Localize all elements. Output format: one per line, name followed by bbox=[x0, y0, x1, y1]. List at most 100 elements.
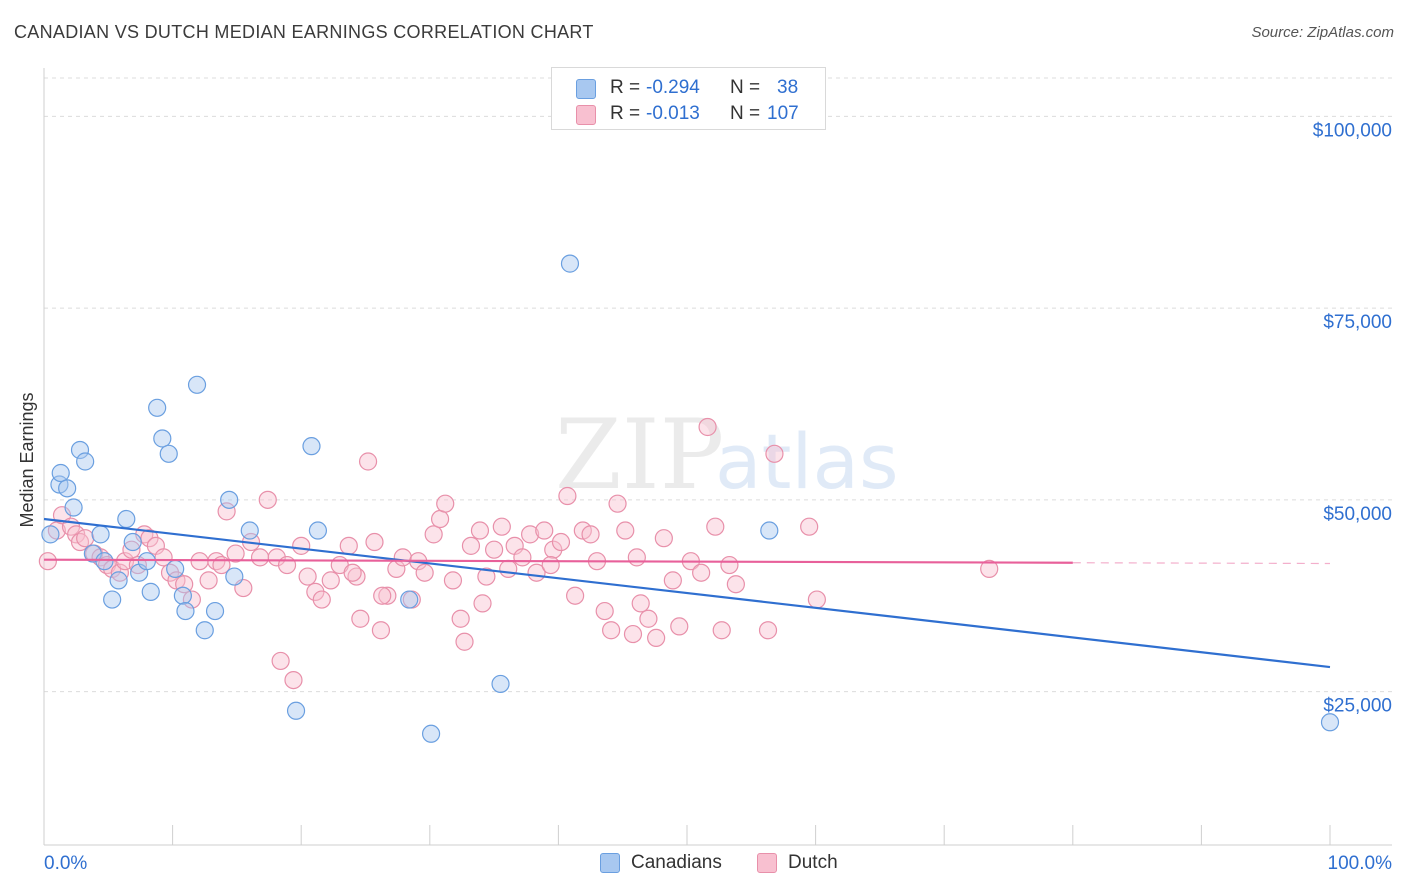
series-canadians bbox=[41, 254, 1340, 743]
data-point bbox=[91, 525, 110, 544]
data-point bbox=[602, 621, 621, 640]
data-point bbox=[351, 609, 370, 628]
data-point bbox=[371, 621, 391, 640]
data-point bbox=[173, 586, 192, 605]
trend-line-dutch bbox=[43, 558, 1073, 564]
series-dutch bbox=[38, 417, 999, 690]
data-point bbox=[726, 575, 745, 594]
watermark-zip: ZIP bbox=[555, 399, 724, 511]
dutch-swatch bbox=[576, 105, 596, 125]
data-point bbox=[639, 609, 658, 628]
data-point bbox=[491, 674, 510, 694]
data-point bbox=[292, 536, 311, 555]
data-point bbox=[123, 532, 142, 552]
data-point bbox=[298, 567, 317, 586]
data-point bbox=[141, 582, 160, 601]
trend-lines bbox=[43, 517, 1331, 669]
data-point bbox=[153, 429, 172, 448]
data-point bbox=[461, 536, 481, 555]
data-point bbox=[199, 571, 218, 590]
data-point bbox=[205, 601, 225, 621]
data-point bbox=[308, 521, 328, 540]
data-point bbox=[436, 494, 455, 513]
data-point bbox=[712, 621, 731, 640]
data-point bbox=[343, 563, 362, 582]
n-value: 38 bbox=[777, 77, 799, 98]
data-point bbox=[240, 521, 259, 540]
data-point bbox=[521, 525, 540, 544]
data-points bbox=[38, 254, 1340, 743]
data-point bbox=[595, 601, 614, 621]
data-point bbox=[195, 621, 214, 640]
n-label: N = bbox=[730, 77, 761, 98]
data-point bbox=[220, 490, 239, 509]
data-point bbox=[670, 617, 689, 636]
data-point bbox=[663, 571, 682, 590]
data-point bbox=[424, 525, 443, 544]
watermark-atlas: atlas bbox=[715, 417, 899, 506]
data-point bbox=[470, 521, 490, 540]
data-point bbox=[541, 555, 560, 575]
data-point bbox=[286, 701, 306, 720]
data-point bbox=[560, 254, 580, 273]
data-point bbox=[250, 548, 270, 567]
data-point bbox=[544, 540, 563, 559]
data-point bbox=[608, 494, 627, 513]
data-point bbox=[64, 498, 83, 517]
data-point bbox=[225, 567, 244, 586]
data-point bbox=[76, 529, 95, 548]
data-point bbox=[551, 532, 571, 552]
y-tick-label: $100,000 bbox=[1313, 120, 1392, 141]
y-tick-label: $50,000 bbox=[1323, 504, 1392, 525]
data-point bbox=[698, 417, 717, 437]
data-point bbox=[109, 571, 128, 590]
canadians-legend-swatch bbox=[600, 853, 620, 873]
data-point bbox=[616, 521, 635, 540]
data-point bbox=[765, 444, 784, 463]
data-point bbox=[513, 548, 532, 567]
data-point bbox=[95, 552, 114, 571]
data-point bbox=[284, 670, 303, 690]
data-point bbox=[70, 440, 90, 460]
data-point bbox=[807, 590, 826, 609]
y-tick-label: $75,000 bbox=[1323, 312, 1392, 333]
data-point bbox=[581, 525, 600, 544]
data-point bbox=[277, 555, 297, 575]
data-point bbox=[477, 567, 496, 586]
dutch-legend-swatch bbox=[757, 853, 777, 873]
data-point bbox=[492, 517, 511, 536]
data-point bbox=[339, 536, 358, 555]
data-point bbox=[393, 548, 412, 567]
r-label: R = bbox=[610, 103, 641, 124]
data-point bbox=[258, 490, 277, 509]
data-point bbox=[117, 509, 136, 529]
data-point bbox=[400, 590, 419, 609]
x-tick-label-max: 100.0% bbox=[1328, 853, 1393, 874]
x-tick-label-min: 0.0% bbox=[44, 853, 87, 874]
data-point bbox=[558, 486, 577, 506]
data-point bbox=[365, 532, 384, 552]
data-point bbox=[58, 479, 77, 498]
trend-line-extension bbox=[1072, 562, 1331, 565]
n-value: 107 bbox=[767, 103, 799, 124]
data-point bbox=[455, 632, 474, 651]
canadians-swatch bbox=[576, 79, 596, 99]
data-point bbox=[415, 563, 434, 582]
n-label: N = bbox=[730, 103, 761, 124]
data-point bbox=[358, 452, 378, 471]
data-point bbox=[443, 571, 463, 590]
data-point bbox=[159, 444, 178, 463]
chart-title: CANADIAN VS DUTCH MEDIAN EARNINGS CORREL… bbox=[14, 22, 594, 42]
data-point bbox=[451, 609, 470, 628]
data-point bbox=[485, 540, 504, 559]
data-point bbox=[137, 552, 156, 571]
data-point bbox=[103, 590, 122, 609]
data-point bbox=[176, 601, 195, 621]
data-point bbox=[566, 586, 585, 605]
data-point bbox=[1320, 713, 1340, 732]
data-point bbox=[110, 563, 129, 582]
axis-labels: $25,000 $50,000 $75,000 $100,000 0.0% 100.0% M… bbox=[17, 120, 1392, 874]
axes bbox=[43, 68, 1392, 846]
data-point bbox=[271, 651, 290, 671]
